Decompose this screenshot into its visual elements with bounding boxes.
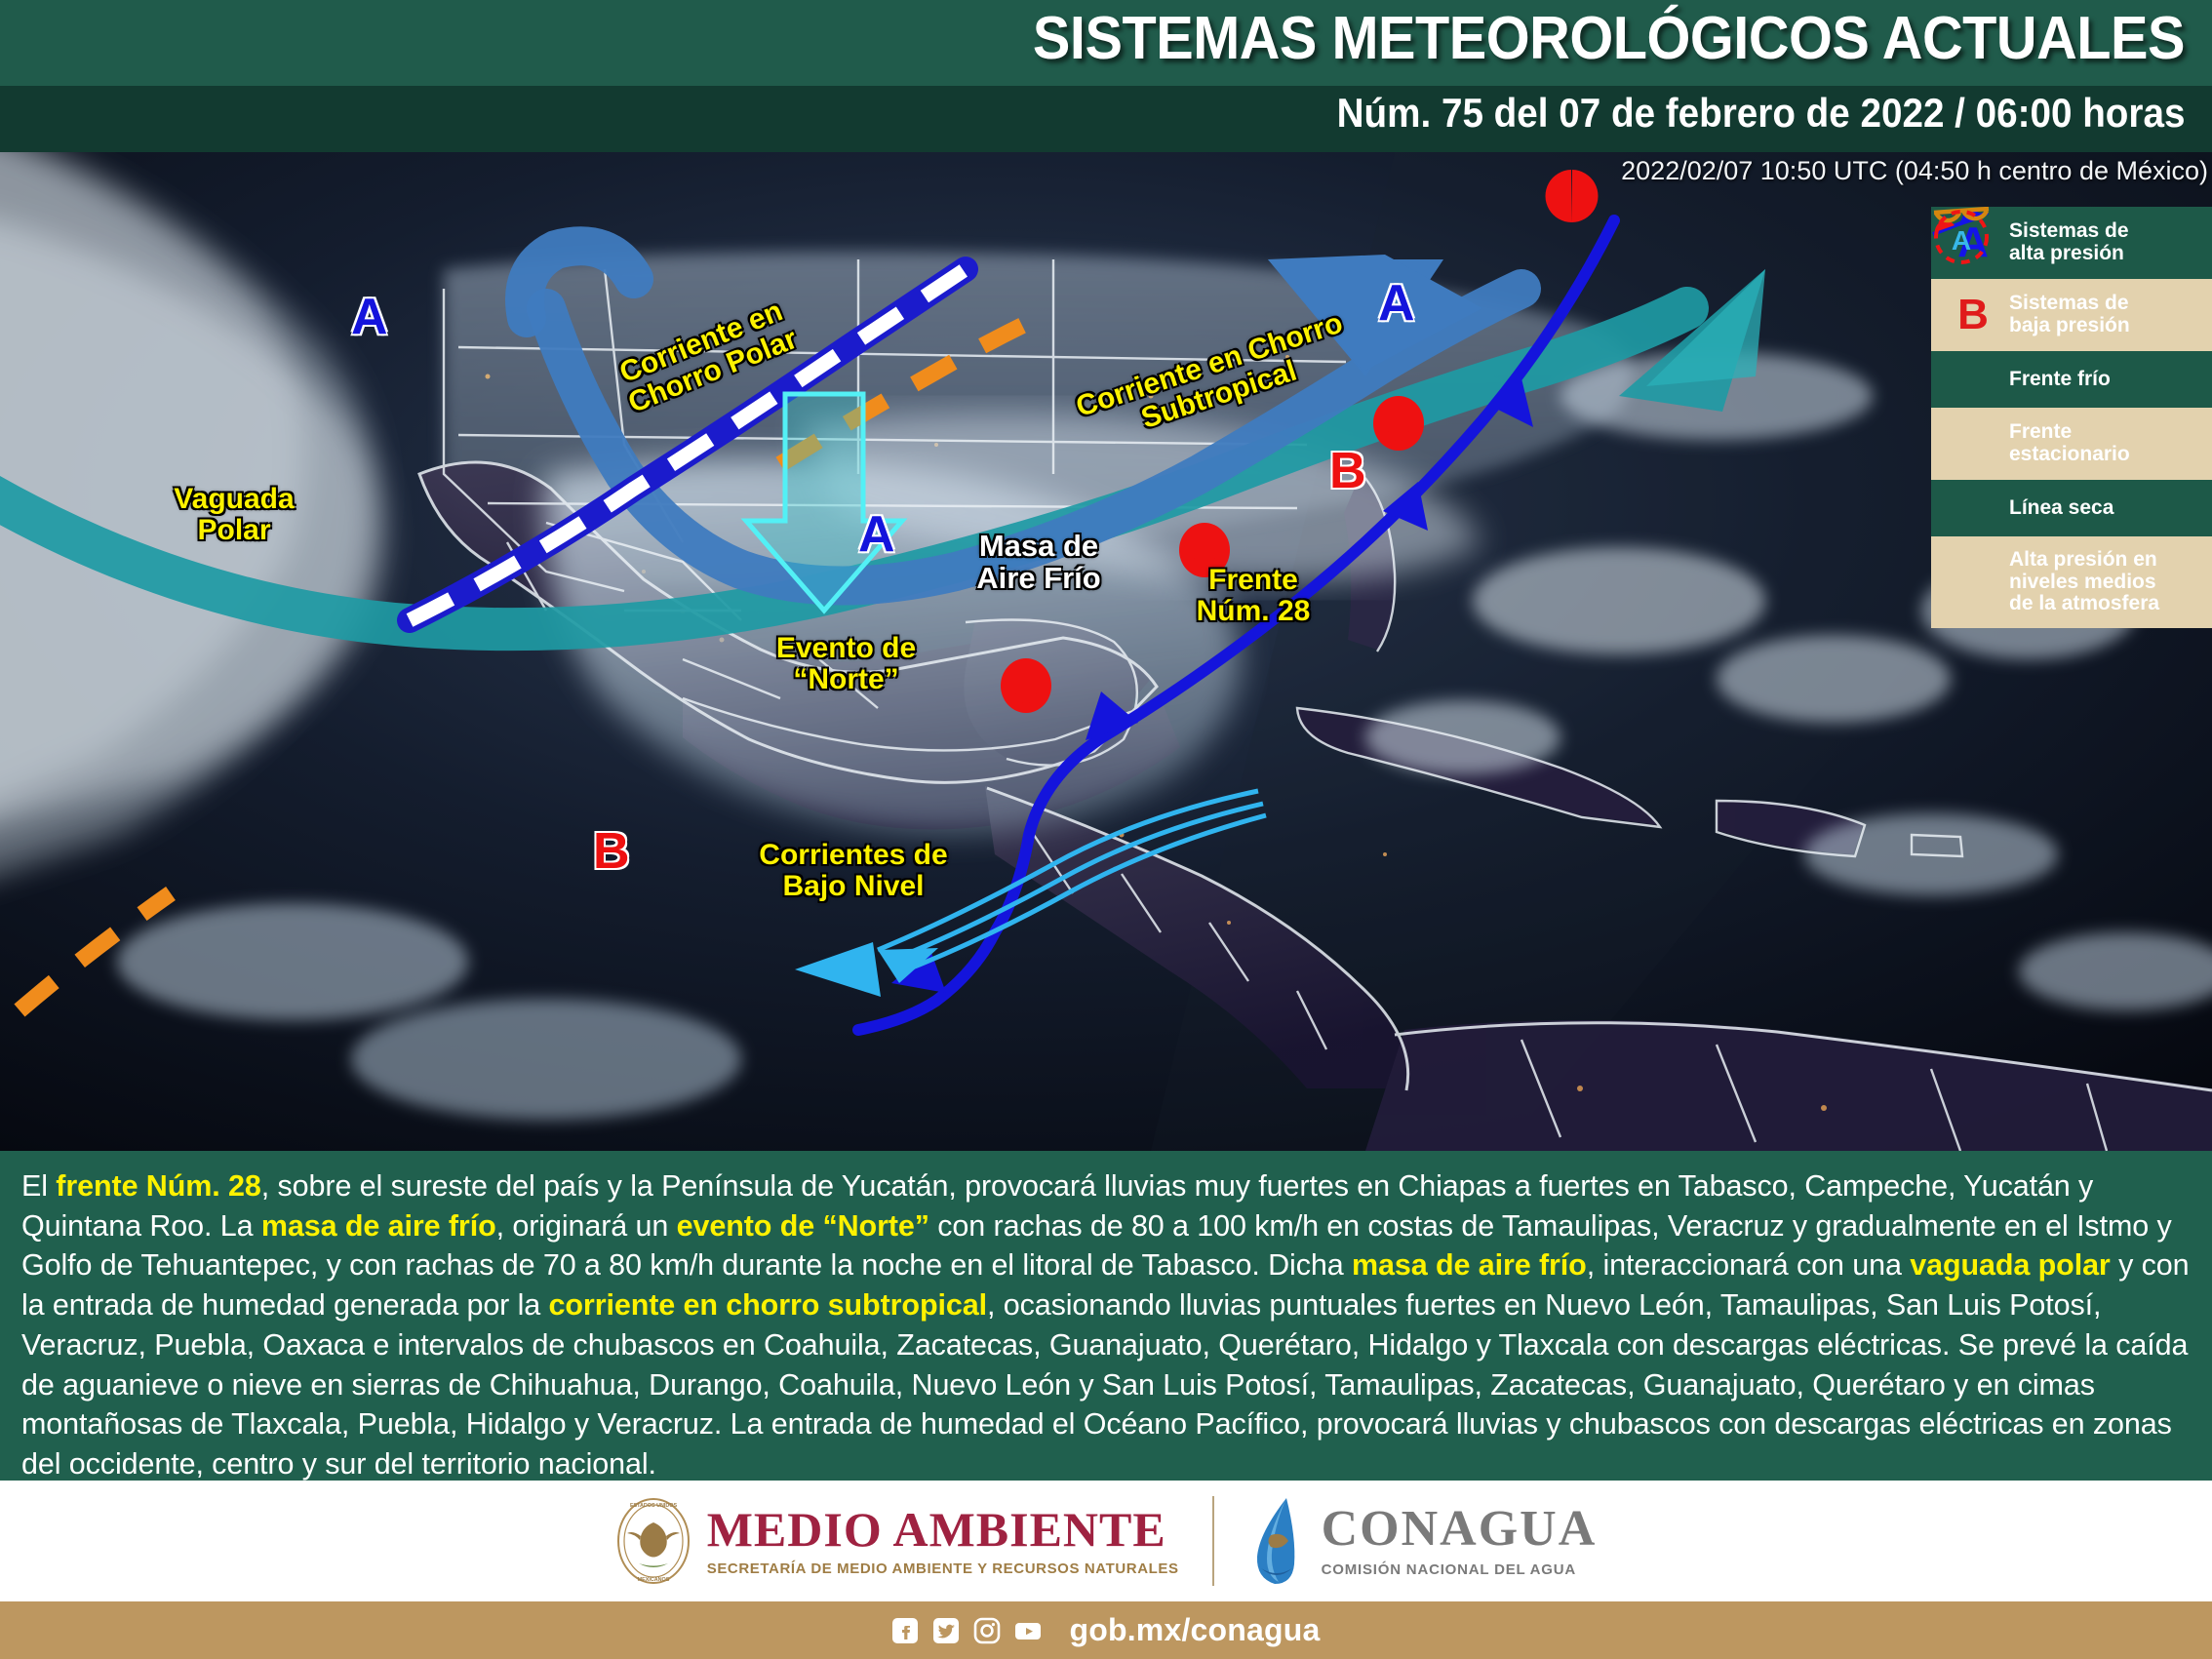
medio-ambiente-subtitle: SECRETARÍA DE MEDIO AMBIENTE Y RECURSOS … [706, 1560, 1179, 1577]
header-subtitle-band [0, 86, 2212, 152]
satellite-map[interactable]: 2022/02/07 10:50 UTC (04:50 h centro de … [0, 152, 2212, 1151]
symbol-high-pressure-nw: A [351, 289, 388, 345]
twitter-icon[interactable] [932, 1617, 960, 1644]
legend-item-mid-level-high: A Alta presión en niveles medios de la atm… [1931, 210, 2212, 628]
medio-ambiente-title: MEDIO AMBIENTE [706, 1502, 1166, 1557]
youtube-icon[interactable] [1014, 1617, 1042, 1644]
footer-bar: gob.mx/conagua [0, 1601, 2212, 1659]
dry-line-icon [1933, 207, 2009, 532]
instagram-icon[interactable] [973, 1617, 1001, 1644]
footer-url[interactable]: gob.mx/conagua [1069, 1612, 1321, 1647]
legend-label-high-pressure: Sistemas de alta presión [2009, 219, 2129, 264]
mexican-eagle-seal-icon: ESTADOS UNIDOS MEXICANOS [615, 1497, 691, 1585]
forecast-text-panel: El frente Núm. 28, sobre el sureste del … [0, 1151, 2212, 1481]
conagua-title: CONAGUA [1321, 1501, 1598, 1557]
legend-label-mid-level-high: Alta presión en niveles medios de la atmos… [2009, 547, 2160, 615]
logo-bar: ESTADOS UNIDOS MEXICANOS MEDIO AMBIENTE … [0, 1481, 2212, 1601]
label-masa-aire-frio: Masa de Aire Frío [976, 529, 1101, 595]
logo-divider [1211, 1496, 1214, 1586]
map-graphics-layer [0, 152, 2212, 1151]
legend-label-low-pressure: Sistemas de baja presión [2009, 292, 2130, 336]
symbol-high-pressure-ne: A [1378, 275, 1415, 332]
conagua-logo: CONAGUA COMISIÓN NACIONAL DEL AGUA [1247, 1494, 1598, 1588]
header-subtitle: Núm. 75 del 07 de febrero de 2022 / 06:0… [1336, 90, 2185, 136]
stationary-front-icon [1932, 209, 2009, 475]
legend-item-cold-front: Frente frío [1931, 209, 2212, 408]
polar-jet-stream [505, 226, 1541, 606]
low-level-currents-arrow [795, 788, 1267, 997]
svg-text:ESTADOS UNIDOS: ESTADOS UNIDOS [630, 1503, 678, 1509]
legend-label-stationary-front: Frente estacionario [2009, 420, 2130, 465]
label-vaguada-polar: Vaguada Polar [174, 483, 295, 546]
legend-label-dry-line: Línea seca [2009, 495, 2114, 519]
label-corrientes-bajo-nivel: Corrientes de Bajo Nivel [759, 839, 948, 902]
cold-front-28 [852, 170, 1620, 1036]
satellite-timestamp: 2022/02/07 10:50 UTC (04:50 h centro de … [1621, 156, 2208, 185]
dry-line-southwest [14, 887, 176, 1017]
polar-trough-dashed-line [397, 257, 978, 633]
symbol-high-pressure-norte: A [858, 506, 895, 563]
legend-item-low-pressure: B Sistemas de baja presión [1931, 279, 2212, 351]
legend-item-stationary-front: Frente estacionario [1931, 209, 2212, 480]
conagua-subtitle: COMISIÓN NACIONAL DEL AGUA [1321, 1561, 1576, 1578]
conagua-water-drop-icon [1247, 1494, 1306, 1588]
mid-level-high-icon: A [1934, 210, 2009, 623]
symbol-low-pressure-west: B [593, 823, 630, 880]
legend-item-dry-line: Línea seca [1931, 207, 2212, 536]
forecast-paragraph: El frente Núm. 28, sobre el sureste del … [21, 1169, 2190, 1481]
page-title: SISTEMAS METEOROLÓGICOS ACTUALES [1032, 5, 2186, 72]
label-frente-num-28: Frente Núm. 28 [1196, 564, 1311, 627]
cold-front-icon [1932, 209, 2009, 403]
legend-panel: A Sistemas de alta presión B Sistemas de b… [1931, 207, 2212, 628]
medio-ambiente-logo: ESTADOS UNIDOS MEXICANOS MEDIO AMBIENTE … [615, 1497, 1179, 1585]
norte-event-arrow [740, 391, 908, 614]
facebook-icon[interactable] [891, 1617, 919, 1644]
header-band [0, 0, 2212, 86]
legend-label-cold-front: Frente frío [2009, 367, 2111, 390]
svg-text:A: A [1952, 225, 1971, 256]
front-pressure-markers [1001, 170, 1599, 713]
svg-text:MEXICANOS: MEXICANOS [637, 1577, 669, 1583]
low-pressure-B-icon: B [1957, 291, 1989, 338]
symbol-low-pressure-gulf: B [1329, 443, 1366, 499]
label-evento-norte: Evento de “Norte” [775, 632, 917, 695]
dry-line-main [775, 312, 1038, 472]
